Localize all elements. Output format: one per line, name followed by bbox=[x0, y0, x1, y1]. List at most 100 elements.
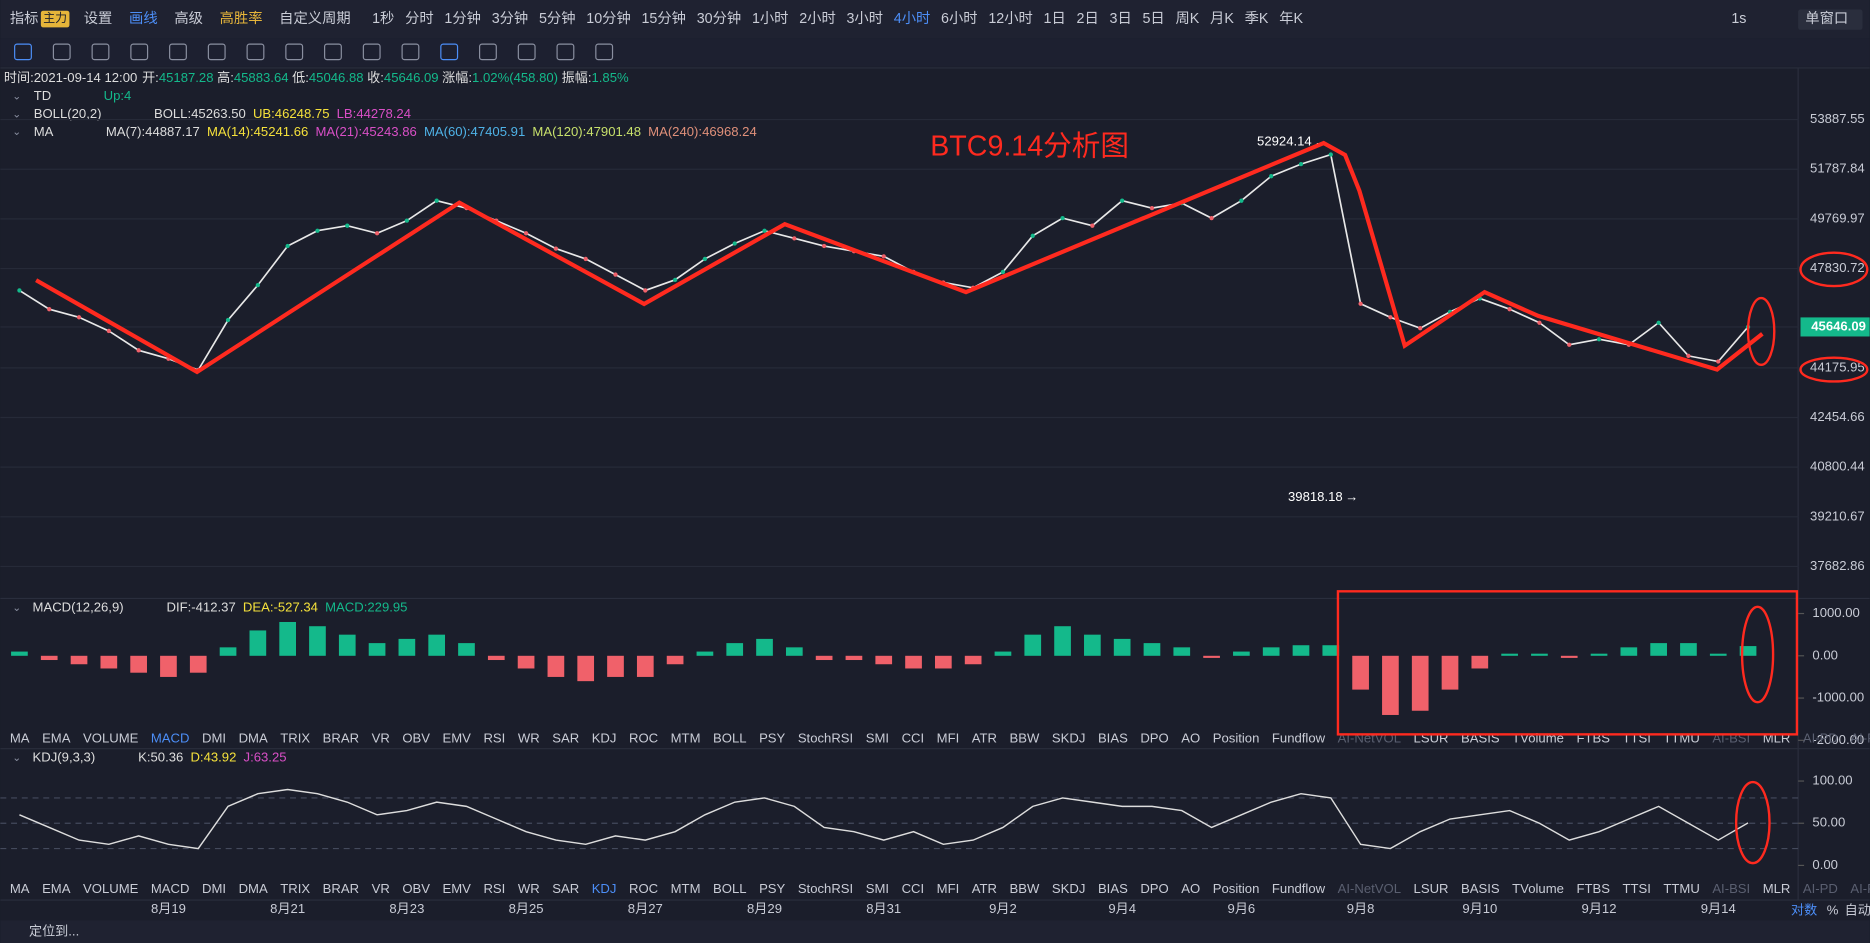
indicator-tab[interactable]: MTM bbox=[671, 731, 701, 746]
indicator-tab[interactable]: EMV bbox=[443, 881, 472, 896]
indicator-tab[interactable]: OBV bbox=[402, 731, 430, 746]
indicator-tab[interactable]: CCI bbox=[902, 731, 925, 746]
indicator-tab[interactable]: AI-BSI bbox=[1712, 881, 1750, 896]
indicator-tab[interactable]: MA bbox=[10, 881, 30, 896]
indicator-tab[interactable]: BBW bbox=[1010, 881, 1040, 896]
indicator-tab[interactable]: SMI bbox=[866, 881, 889, 896]
indicator-tab[interactable]: AI-BSI bbox=[1712, 731, 1750, 746]
percent-toggle[interactable]: % bbox=[1827, 902, 1839, 917]
indicator-tab[interactable]: VOLUME bbox=[83, 881, 139, 896]
indicator-tab[interactable]: DPO bbox=[1140, 731, 1168, 746]
indicator-tab[interactable]: MLR bbox=[1763, 881, 1791, 896]
indicator-tab[interactable]: DMA bbox=[239, 881, 268, 896]
indicator-button[interactable]: 指标 bbox=[10, 10, 39, 27]
tool-icon[interactable] bbox=[324, 43, 342, 61]
indicator-tab[interactable]: TVolume bbox=[1512, 731, 1564, 746]
indicator-tab[interactable]: SAR bbox=[552, 881, 579, 896]
indicator-tab[interactable]: MTM bbox=[671, 881, 701, 896]
indicator-tab[interactable]: PSY bbox=[759, 731, 785, 746]
indicator-tab[interactable]: OBV bbox=[402, 881, 430, 896]
tool-icon[interactable] bbox=[169, 43, 187, 61]
tool-icon[interactable] bbox=[517, 43, 536, 61]
indicator-tab[interactable]: MLR bbox=[1763, 731, 1791, 746]
indicator-tab[interactable]: AO bbox=[1181, 881, 1200, 896]
period-button[interactable]: 2小时 bbox=[799, 10, 836, 27]
indicator-tab[interactable]: DMI bbox=[202, 881, 226, 896]
indicator-tab[interactable]: AI-NetVOL bbox=[1338, 881, 1401, 896]
indicator-tab[interactable]: AI-FDI bbox=[1850, 881, 1870, 896]
draw-button[interactable]: 画线 bbox=[129, 10, 158, 27]
period-button[interactable]: 1秒 bbox=[372, 10, 394, 27]
indicator-tab[interactable]: Position bbox=[1213, 731, 1260, 746]
locate-button[interactable]: 定位到... bbox=[29, 924, 79, 939]
indicator-tab[interactable]: AI-PD bbox=[1803, 881, 1838, 896]
indicator-tab[interactable]: VR bbox=[372, 881, 390, 896]
tool-icon[interactable] bbox=[595, 43, 614, 61]
indicator-tab[interactable]: ROC bbox=[629, 881, 658, 896]
indicator-tab[interactable]: StochRSI bbox=[798, 731, 853, 746]
indicator-tab[interactable]: AI-NetVOL bbox=[1338, 731, 1401, 746]
indicator-tab[interactable]: TRIX bbox=[280, 731, 310, 746]
indicator-tab[interactable]: BRAR bbox=[323, 881, 359, 896]
indicator-tab[interactable]: LSUR bbox=[1414, 731, 1449, 746]
indicator-tab[interactable]: ATR bbox=[972, 881, 997, 896]
custom-period[interactable]: 自定义周期 bbox=[279, 10, 350, 27]
indicator-tab[interactable]: BOLL bbox=[713, 881, 747, 896]
indicator-tab[interactable]: RSI bbox=[483, 881, 505, 896]
indicator-tab[interactable]: TTMU bbox=[1663, 881, 1699, 896]
indicator-tab[interactable]: TTMU bbox=[1663, 731, 1699, 746]
indicator-tab[interactable]: EMA bbox=[42, 731, 71, 746]
tool-icon[interactable] bbox=[52, 43, 71, 61]
period-button[interactable]: 10分钟 bbox=[586, 10, 631, 27]
tool-icon[interactable] bbox=[478, 43, 497, 61]
indicator-tab[interactable]: BASIS bbox=[1461, 731, 1500, 746]
indicator-tab[interactable]: BBW bbox=[1010, 731, 1040, 746]
indicator-tab[interactable]: RSI bbox=[483, 731, 505, 746]
indicator-tab[interactable]: WR bbox=[518, 731, 540, 746]
indicator-tab[interactable]: BRAR bbox=[323, 731, 359, 746]
tool-icon[interactable] bbox=[440, 43, 459, 61]
indicator-tab[interactable]: FTBS bbox=[1576, 881, 1610, 896]
tool-icon[interactable] bbox=[246, 43, 265, 61]
indicator-tab[interactable]: SMI bbox=[866, 731, 889, 746]
indicator-tab[interactable]: Fundflow bbox=[1272, 731, 1326, 746]
indicator-tab[interactable]: DMA bbox=[239, 731, 268, 746]
indicator-tab[interactable]: VOLUME bbox=[83, 731, 139, 746]
period-button[interactable]: 年K bbox=[1279, 10, 1303, 27]
indicator-tab[interactable]: AI-PD bbox=[1803, 731, 1838, 746]
indicator-tab[interactable]: MACD bbox=[151, 731, 190, 746]
indicator-tab[interactable]: SKDJ bbox=[1052, 731, 1086, 746]
period-button[interactable]: 3日 bbox=[1110, 11, 1132, 27]
period-button[interactable]: 季K bbox=[1245, 10, 1269, 27]
indicator-tab[interactable]: EMV bbox=[443, 731, 472, 746]
window-button[interactable]: 单窗口 bbox=[1805, 9, 1848, 27]
period-button[interactable]: 15分钟 bbox=[641, 10, 686, 27]
indicator-tab[interactable]: Position bbox=[1213, 881, 1260, 896]
indicator-tab[interactable]: StochRSI bbox=[798, 881, 853, 896]
tool-icon[interactable] bbox=[91, 43, 110, 61]
indicator-tab[interactable]: AI-FDI bbox=[1850, 731, 1870, 746]
advanced-button[interactable]: 高级 bbox=[174, 10, 203, 27]
period-button[interactable]: 1分钟 bbox=[444, 10, 481, 27]
indicator-tab[interactable]: MFI bbox=[937, 881, 960, 896]
period-button[interactable]: 30分钟 bbox=[697, 10, 742, 27]
indicator-tab[interactable]: Fundflow bbox=[1272, 881, 1326, 896]
period-button[interactable]: 6小时 bbox=[941, 10, 978, 27]
indicator-tab[interactable]: CCI bbox=[902, 881, 925, 896]
main-badge[interactable]: 主力 bbox=[43, 11, 67, 25]
period-button[interactable]: 1小时 bbox=[752, 10, 789, 27]
indicator-tab[interactable]: BIAS bbox=[1098, 881, 1128, 896]
indicator-tab[interactable]: TVolume bbox=[1512, 881, 1564, 896]
indicator-tab[interactable]: KDJ bbox=[592, 731, 617, 746]
period-button[interactable]: 12小时 bbox=[988, 10, 1033, 27]
indicator-tab[interactable]: BASIS bbox=[1461, 881, 1500, 896]
period-button[interactable]: 分时 bbox=[405, 10, 434, 27]
indicator-tab[interactable]: KDJ bbox=[592, 881, 617, 896]
indicator-tab[interactable]: SAR bbox=[552, 731, 579, 746]
period-button[interactable]: 1日 bbox=[1044, 11, 1066, 27]
tool-icon[interactable] bbox=[556, 43, 575, 61]
period-button[interactable]: 5分钟 bbox=[539, 10, 576, 27]
period-button[interactable]: 5日 bbox=[1142, 11, 1164, 27]
period-button[interactable]: 周K bbox=[1175, 11, 1199, 27]
indicator-tab[interactable]: MFI bbox=[937, 731, 960, 746]
